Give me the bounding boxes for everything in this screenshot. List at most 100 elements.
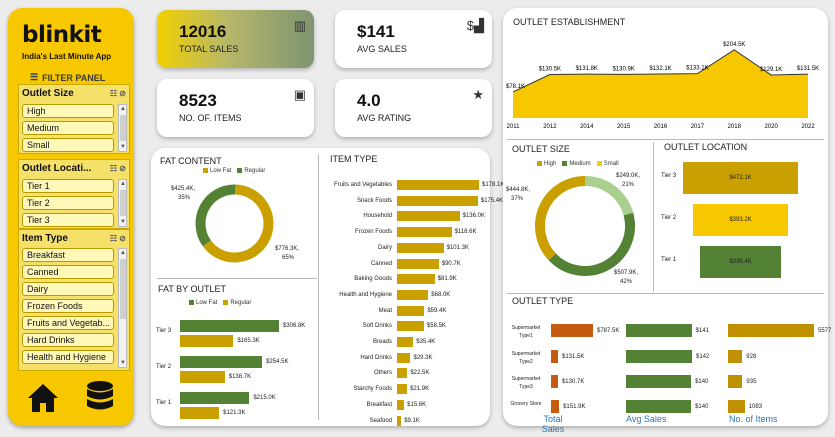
clear-filter-icon[interactable]: ⊘ xyxy=(119,233,126,243)
data-label: $68.0K xyxy=(431,291,451,298)
kpi-total-sales: 12016 TOTAL SALES ▥ xyxy=(157,10,314,68)
slicer-item-tier-3[interactable]: Tier 3 xyxy=(22,213,114,227)
data-label: $9.1K xyxy=(404,417,420,424)
total-sales-bar xyxy=(551,400,560,413)
brand-logo: blinkit xyxy=(22,22,102,48)
item-type-bar xyxy=(397,352,411,363)
axis-category-label: Seafood xyxy=(369,417,392,424)
outlet-location-bar-chart: Tier 3 $472.1K Tier 2 $393.2K Tier 1 $336.4K xyxy=(653,142,828,292)
scroll-down-icon[interactable]: ▼ xyxy=(120,219,126,225)
kpi-label: NO. OF. ITEMS xyxy=(179,113,242,123)
data-label: $141 xyxy=(695,328,709,334)
item-count-bar xyxy=(728,350,743,363)
item-type-title: ITEM TYPE xyxy=(330,154,378,164)
kpi-no-of-items: 8523 NO. OF. ITEMS ▣ xyxy=(157,79,314,137)
item-type-bar xyxy=(397,321,424,332)
x-tick-label: 2018 xyxy=(728,124,742,130)
axis-category-label: Hard Drinks xyxy=(360,354,392,361)
bar-chart-icon: ▥ xyxy=(293,18,306,33)
avg-sales-bar xyxy=(626,400,692,413)
fat-by-outlet-title: FAT BY OUTLET xyxy=(158,284,227,294)
filter-sidebar: blinkit India's Last Minute App ☰ FILTER… xyxy=(8,8,134,426)
fat-regular-pct: 65% xyxy=(282,255,295,261)
avg-sales-bar xyxy=(626,324,692,337)
slicer-item-hard-drinks[interactable]: Hard Drinks xyxy=(22,333,114,347)
item-type-bar xyxy=(397,195,478,206)
slicer-scrollbar[interactable]: ▲ ▼ xyxy=(118,179,127,227)
scroll-up-icon[interactable]: ▲ xyxy=(120,250,126,256)
data-label: 5577 xyxy=(818,328,832,334)
total-sales-bar xyxy=(551,350,558,363)
slicer-item-breakfast[interactable]: Breakfast xyxy=(22,248,114,262)
size-small-pct: 37% xyxy=(511,196,524,202)
scroll-down-icon[interactable]: ▼ xyxy=(120,144,126,150)
item-type-bar-chart: Fruits and Vegetables $178.1K Snack Foods $… xyxy=(319,148,504,426)
slicer-item-dairy[interactable]: Dairy xyxy=(22,282,114,296)
axis-category-label: Health and Hygiene xyxy=(339,291,392,298)
clear-filter-icon[interactable]: ⊘ xyxy=(119,88,126,98)
slicer-item-fruits-vegetables[interactable]: Fruits and Vegetab... xyxy=(22,316,114,330)
slicer-item-high[interactable]: High xyxy=(22,104,114,118)
axis-category-label: Grocery Store xyxy=(510,401,542,407)
axis-category-label: Tier 3 xyxy=(156,328,172,334)
data-label: $132.1K xyxy=(649,66,671,72)
donut-slice-small xyxy=(535,176,586,261)
slicer-item-tier-1[interactable]: Tier 1 xyxy=(22,179,114,193)
axis-category-label: Frozen Foods xyxy=(354,229,392,236)
outlet-size-legend: High Medium Small xyxy=(537,161,619,167)
kpi-value: $141 xyxy=(357,22,395,41)
multi-select-icon[interactable]: ☷ xyxy=(109,233,118,243)
slicer-item-medium[interactable]: Medium xyxy=(22,121,114,135)
item-type-bar xyxy=(397,274,435,285)
slicer-scrollbar[interactable]: ▲ ▼ xyxy=(118,248,127,368)
data-label: $140 xyxy=(695,379,709,385)
axis-category-label: Fruits and Vegetables xyxy=(333,182,392,188)
kpi-value: 4.0 xyxy=(357,91,381,110)
x-tick-label: 2012 xyxy=(543,124,557,130)
slicer-item-small[interactable]: Small xyxy=(22,138,114,152)
clear-filter-icon[interactable]: ⊘ xyxy=(119,163,126,173)
data-label: $151.9K xyxy=(563,404,586,410)
slicer-item-frozen-foods[interactable]: Frozen Foods xyxy=(22,299,114,313)
axis-category-label: Tier 1 xyxy=(156,400,172,406)
slicer-scrollbar[interactable]: ▲ ▼ xyxy=(118,104,127,152)
data-label: $121.3K xyxy=(223,410,246,416)
fat-content-legend: Low Fat Regular xyxy=(203,168,265,174)
scroll-up-icon[interactable]: ▲ xyxy=(120,106,126,112)
bar-low-fat xyxy=(180,320,279,332)
slicer-item-tier-2[interactable]: Tier 2 xyxy=(22,196,114,210)
scroll-down-icon[interactable]: ▼ xyxy=(120,360,126,366)
bar-regular xyxy=(180,371,225,383)
axis-category-label: Starchy Foods xyxy=(353,386,392,393)
filter-panel-heading: ☰ FILTER PANEL xyxy=(30,72,106,83)
fat-low-label: $425.4K, xyxy=(171,186,196,192)
fat-by-outlet-bar-chart: Tier 3 $306.8K $165.3K Tier 2 $254.5K $138.7K… xyxy=(151,148,318,426)
axis-category-label: Snack Foods xyxy=(356,197,392,204)
data-label: $29.3K xyxy=(413,354,433,361)
multi-select-icon[interactable]: ☷ xyxy=(109,88,118,98)
database-icon[interactable] xyxy=(84,380,116,416)
bar-regular xyxy=(180,407,220,419)
fat-content-title: FAT CONTENT xyxy=(160,156,222,166)
scroll-up-icon[interactable]: ▲ xyxy=(120,181,126,187)
location-bar xyxy=(692,204,789,236)
fat-by-outlet-legend: Low Fat Regular xyxy=(189,300,251,306)
axis-category-label: Supermarket Type3 xyxy=(511,376,541,390)
item-type-bar xyxy=(397,415,402,426)
home-icon[interactable] xyxy=(26,382,60,414)
axis-category-label: Meat xyxy=(378,307,392,314)
slicer-item-canned[interactable]: Canned xyxy=(22,265,114,279)
fat-item-card: FAT CONTENT Low Fat Regular $425.4K, 35%… xyxy=(151,148,504,426)
kpi-avg-sales: $141 AVG SALES $▟ xyxy=(335,10,492,68)
data-label: $130.5K xyxy=(539,67,561,73)
axis-category-label: Dairy xyxy=(377,244,392,251)
slicer-item-health-hygiene[interactable]: Health and Hygiene xyxy=(22,350,114,364)
area-fill xyxy=(513,49,808,119)
size-small-label: $444.8K, xyxy=(506,187,531,193)
axis-category-label: Tier 1 xyxy=(661,257,677,263)
data-label: $131.5K xyxy=(562,354,585,360)
x-tick-label: 2017 xyxy=(691,124,705,130)
multi-select-icon[interactable]: ☷ xyxy=(109,163,118,173)
data-label: $101.3K xyxy=(446,244,469,251)
item-type-bar xyxy=(397,368,408,379)
